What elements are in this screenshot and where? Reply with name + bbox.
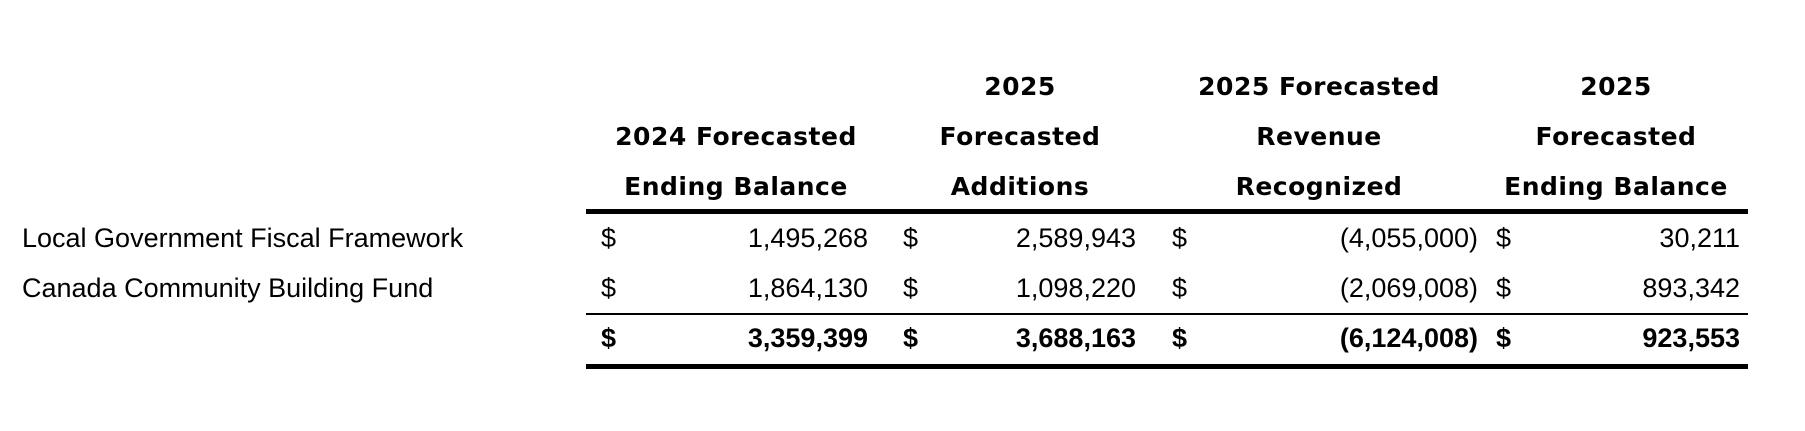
value-2025-additions: 2,589,943 <box>1015 223 1136 253</box>
header-line: Ending Balance <box>624 172 848 201</box>
header-line: 2025 <box>984 72 1056 101</box>
currency-symbol: $ <box>601 223 617 253</box>
value-2024-ending-balance: 1,495,268 <box>747 223 868 253</box>
currency-symbol: $ <box>601 323 617 353</box>
total-rule <box>586 364 1748 369</box>
value-2025-additions: 1,098,220 <box>1015 273 1136 303</box>
currency-symbol: $ <box>1496 323 1512 353</box>
value-2025-ending-balance: 893,342 <box>1642 273 1740 303</box>
header-line: 2024 Forecasted <box>615 122 857 151</box>
currency-symbol: $ <box>1496 223 1512 253</box>
currency-symbol: $ <box>903 273 919 303</box>
value-2025-revenue-recognized: (4,055,000) <box>1339 223 1478 253</box>
total-2025-ending-balance: 923,553 <box>1642 323 1740 353</box>
currency-symbol: $ <box>1172 273 1188 303</box>
header-line: Ending Balance <box>1504 172 1728 201</box>
value-2025-revenue-recognized: (2,069,008) <box>1339 273 1478 303</box>
header-line: Forecasted <box>1535 122 1697 151</box>
value-2025-ending-balance: 30,211 <box>1659 223 1740 253</box>
header-rule <box>586 209 1748 214</box>
currency-symbol: $ <box>903 323 919 353</box>
total-2024-ending-balance: 3,359,399 <box>747 323 868 353</box>
header-line: Revenue <box>1256 122 1382 151</box>
header-2025-forecasted-ending-balance: 2025 Forecasted Ending Balance <box>1484 62 1748 212</box>
subtotal-rule <box>586 313 1748 315</box>
currency-symbol: $ <box>1172 323 1188 353</box>
header-line: Forecasted <box>939 122 1101 151</box>
header-2024-forecasted-ending-balance: 2024 Forecasted Ending Balance <box>586 112 886 212</box>
currency-symbol: $ <box>1496 273 1512 303</box>
total-2025-additions: 3,688,163 <box>1015 323 1136 353</box>
total-2025-revenue-recognized: (6,124,008) <box>1339 323 1478 353</box>
row-label: Canada Community Building Fund <box>22 273 434 303</box>
row-label: Local Government Fiscal Framework <box>22 223 464 253</box>
currency-symbol: $ <box>1172 223 1188 253</box>
header-line: Additions <box>950 172 1090 201</box>
header-line: Recognized <box>1235 172 1403 201</box>
header-line: 2025 Forecasted <box>1198 72 1440 101</box>
currency-symbol: $ <box>903 223 919 253</box>
header-2025-forecasted-additions: 2025 Forecasted Additions <box>886 62 1154 212</box>
currency-symbol: $ <box>601 273 617 303</box>
value-2024-ending-balance: 1,864,130 <box>747 273 868 303</box>
header-line: 2025 <box>1580 72 1652 101</box>
header-2025-forecasted-revenue-recognized: 2025 Forecasted Revenue Recognized <box>1154 62 1484 212</box>
